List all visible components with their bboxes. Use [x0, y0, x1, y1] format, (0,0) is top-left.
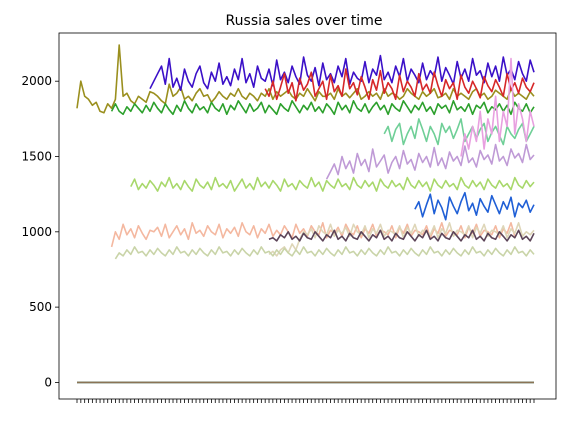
series-line-7 — [130, 176, 535, 192]
y-tick-label: 0 — [44, 375, 52, 389]
series-line-12 — [114, 246, 535, 260]
series-line-11 — [268, 222, 535, 257]
y-tick-label: 1500 — [21, 150, 52, 164]
series-layer — [76, 44, 535, 384]
series-line-10 — [110, 222, 516, 248]
series-line-2 — [149, 54, 535, 91]
series-line-8 — [414, 191, 535, 221]
series-line-6 — [325, 143, 535, 180]
y-tick-label: 1000 — [21, 225, 52, 239]
series-line-9 — [460, 57, 535, 157]
series-line-4 — [110, 100, 535, 116]
series-line-3 — [264, 68, 535, 102]
chart-title: Russia sales over time — [226, 13, 383, 29]
y-tick-label: 500 — [29, 300, 52, 314]
series-line-13 — [268, 229, 535, 242]
y-axis-ticks: 0 500 1000 1500 2000 — [21, 74, 59, 389]
x-axis-ticks — [76, 399, 535, 403]
plot-frame — [58, 32, 557, 400]
y-tick-label: 2000 — [21, 74, 52, 88]
series-line-5 — [383, 118, 535, 146]
